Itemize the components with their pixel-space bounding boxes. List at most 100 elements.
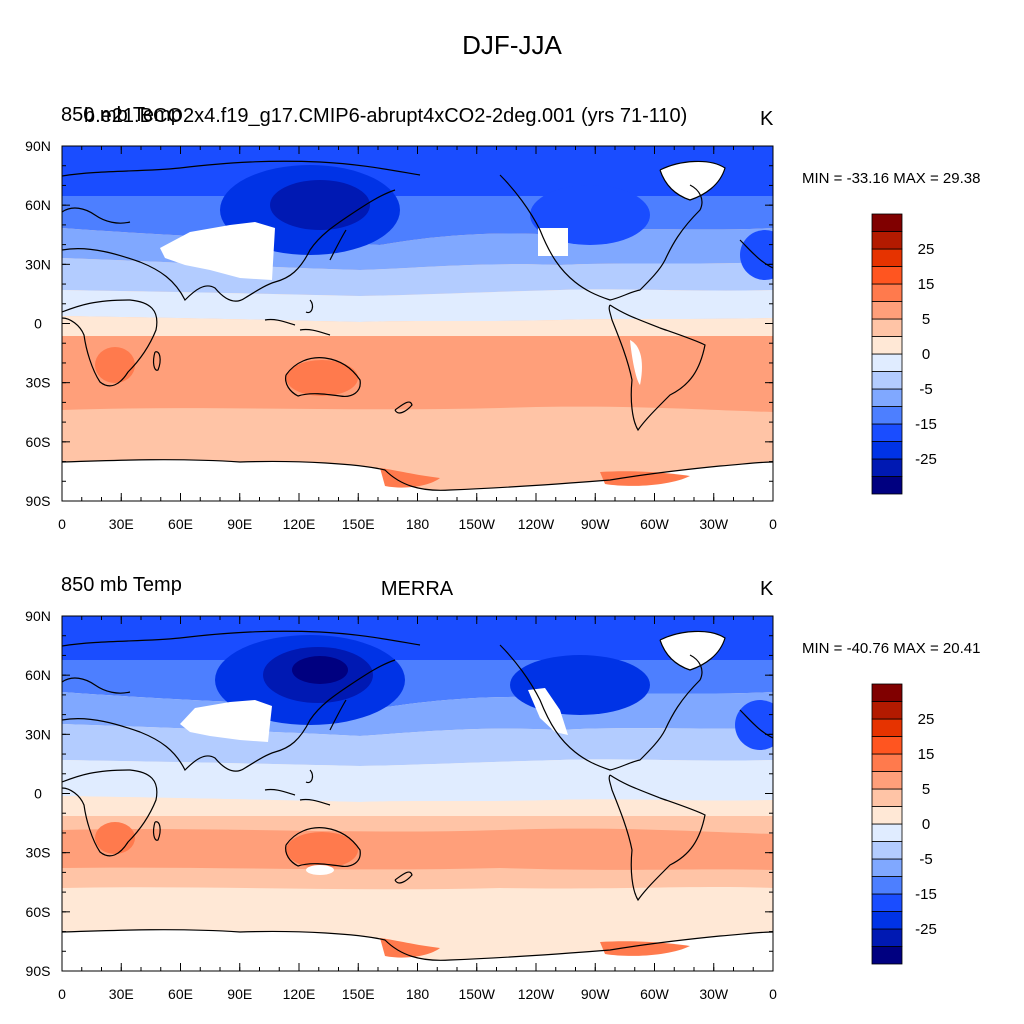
x-tick-label: 60E [168, 986, 193, 1002]
y-tick-label: 90N [25, 138, 51, 154]
colorbar-swatch [871, 841, 903, 860]
colorbar-swatch [871, 701, 903, 720]
colorbar-label: 15 [918, 746, 935, 763]
colorbar-swatch [871, 736, 903, 755]
x-tick-label: 30E [109, 986, 134, 1002]
colorbar-label: -15 [915, 416, 937, 433]
x-tick-label: 150E [342, 986, 375, 1002]
y-tick-label: 60N [25, 197, 51, 213]
x-tick-label: 60E [168, 516, 193, 532]
colorbar-swatch [871, 911, 903, 930]
x-tick-label: 0 [769, 986, 777, 1002]
panel1-case-title: b.e21.BCO2x4.f19_g17.CMIP6-abrupt4xCO2-2… [84, 105, 688, 127]
y-tick-label: 30N [25, 256, 51, 272]
panel2-units: K [760, 578, 774, 600]
colorbar-swatch [871, 876, 903, 895]
colorbar-swatch [871, 423, 903, 442]
colorbar-swatch [871, 301, 903, 320]
y-tick-label: 0 [34, 316, 42, 332]
y-tick-label: 60S [26, 904, 51, 920]
x-tick-label: 90W [581, 986, 611, 1002]
x-tick-label: 180 [406, 516, 430, 532]
colorbar-swatch [871, 771, 903, 790]
x-tick-label: 30W [699, 516, 729, 532]
panel2-stats: MIN = -40.76 MAX = 20.41 [802, 640, 981, 657]
y-tick-label: 90S [26, 963, 51, 979]
colorbar-label: -25 [915, 451, 937, 468]
x-tick-label: 120E [283, 516, 316, 532]
colorbar-label: 25 [918, 711, 935, 728]
colorbar-label: 5 [922, 311, 930, 328]
y-tick-label: 90N [25, 608, 51, 624]
colorbar-swatch [871, 353, 903, 372]
colorbar-swatch [871, 213, 903, 232]
colorbar-swatch [871, 388, 903, 407]
colorbar-swatch [871, 336, 903, 355]
panel1-stats: MIN = -33.16 MAX = 29.38 [802, 170, 981, 187]
colorbar-swatch [871, 283, 903, 302]
colorbar-swatch [871, 441, 903, 460]
panel1-map [62, 146, 773, 501]
x-tick-label: 0 [58, 516, 66, 532]
colorbar-swatch [871, 946, 903, 965]
colorbar-swatch [871, 753, 903, 772]
colorbar-swatch [871, 806, 903, 825]
colorbar-label: 25 [918, 241, 935, 258]
colorbar-label: -5 [919, 381, 932, 398]
x-tick-label: 150W [458, 986, 495, 1002]
colorbar-label: 0 [922, 346, 930, 363]
x-tick-label: 90E [227, 516, 252, 532]
colorbar-swatch [871, 893, 903, 912]
x-tick-label: 90W [581, 516, 611, 532]
colorbar-label: -25 [915, 921, 937, 938]
colorbar-swatch [871, 318, 903, 337]
y-tick-label: 0 [34, 786, 42, 802]
colorbar-swatch [871, 266, 903, 285]
panel2-center-title: MERRA [380, 578, 454, 600]
colorbar-swatch [871, 458, 903, 477]
colorbar-swatch [871, 858, 903, 877]
colorbar-label: 15 [918, 276, 935, 293]
panel2-variable-title: 850 mb Temp [61, 574, 182, 596]
colorbar-swatch [871, 248, 903, 267]
colorbar-swatch [871, 371, 903, 390]
colorbar-swatch [871, 823, 903, 842]
panel1-units: K [760, 108, 774, 130]
figure-title: DJF-JJA [462, 30, 562, 60]
x-tick-label: 0 [769, 516, 777, 532]
colorbar-label: 5 [922, 781, 930, 798]
colorbars-group: 25 15 5 0 -5 -15 -25 25 15 5 0 -5 -15 -25 [871, 213, 937, 965]
x-tick-label: 120W [518, 516, 555, 532]
panel1-variable-title: 850 mb Temp [61, 104, 182, 126]
colorbar-swatch [871, 788, 903, 807]
x-tick-label: 30E [109, 516, 134, 532]
y-tick-label: 30N [25, 726, 51, 742]
colorbar-swatch [871, 683, 903, 702]
panel2-map [62, 616, 773, 971]
x-tick-label: 0 [58, 986, 66, 1002]
y-tick-label: 30S [26, 845, 51, 861]
colorbar-swatch [871, 231, 903, 250]
colorbar-swatch [871, 718, 903, 737]
y-tick-label: 30S [26, 375, 51, 391]
x-tick-label: 60W [640, 986, 670, 1002]
colorbar-swatch [871, 476, 903, 495]
x-tick-label: 120W [518, 986, 555, 1002]
axes-group: 0 30E 60E 90E 120E 150E 180 150W 120W 90W 60W 30W 09… [25, 138, 777, 1002]
colorbar-label: -15 [915, 886, 937, 903]
y-tick-label: 90S [26, 493, 51, 509]
x-tick-label: 180 [406, 986, 430, 1002]
colorbar-swatch [871, 928, 903, 947]
x-tick-label: 150W [458, 516, 495, 532]
x-tick-label: 60W [640, 516, 670, 532]
y-tick-label: 60S [26, 434, 51, 450]
colorbar-label: 0 [922, 816, 930, 833]
x-tick-label: 30W [699, 986, 729, 1002]
y-tick-label: 60N [25, 667, 51, 683]
colorbar-swatch [871, 406, 903, 425]
colorbar-label: -5 [919, 851, 932, 868]
x-tick-label: 90E [227, 986, 252, 1002]
x-tick-label: 120E [283, 986, 316, 1002]
x-tick-label: 150E [342, 516, 375, 532]
